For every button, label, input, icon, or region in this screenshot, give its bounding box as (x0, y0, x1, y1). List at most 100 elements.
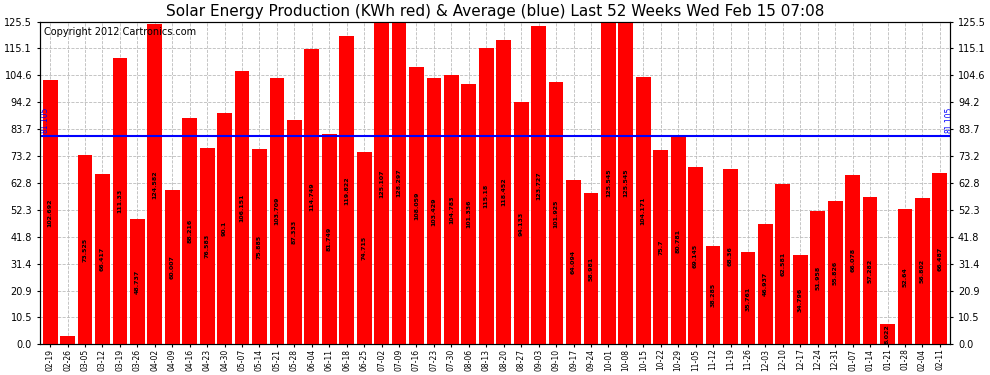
Text: 35.761: 35.761 (745, 286, 750, 310)
Bar (671, 137, 686, 344)
Text: 128.297: 128.297 (397, 169, 402, 197)
Bar (60, 336, 75, 344)
Bar (409, 67, 424, 344)
Text: 8.022: 8.022 (885, 324, 890, 344)
Bar (933, 174, 947, 344)
Text: 60.007: 60.007 (169, 255, 175, 279)
Text: 34.796: 34.796 (798, 288, 803, 312)
Text: 119.822: 119.822 (345, 176, 349, 205)
Bar (775, 183, 790, 344)
Bar (43, 80, 57, 344)
Bar (862, 197, 877, 344)
Bar (758, 224, 773, 344)
Bar (77, 155, 92, 344)
Bar (113, 58, 128, 344)
Bar (619, 22, 634, 344)
Bar (95, 174, 110, 344)
Text: 73.525: 73.525 (82, 238, 87, 262)
Text: 75.885: 75.885 (257, 235, 262, 259)
Title: Solar Energy Production (KWh red) & Average (blue) Last 52 Weeks Wed Feb 15 07:0: Solar Energy Production (KWh red) & Aver… (165, 4, 825, 19)
Bar (811, 211, 825, 344)
Text: 111.33: 111.33 (118, 189, 123, 213)
Text: 124.582: 124.582 (152, 170, 157, 198)
Text: 106.151: 106.151 (240, 194, 245, 222)
Text: 101.925: 101.925 (553, 199, 558, 228)
Bar (200, 147, 215, 344)
Text: 115.18: 115.18 (484, 184, 489, 209)
Bar (444, 75, 458, 344)
Text: 108.059: 108.059 (414, 191, 419, 220)
Text: 64.094: 64.094 (571, 250, 576, 274)
Text: 58.981: 58.981 (588, 256, 593, 281)
Text: 125.107: 125.107 (379, 170, 384, 198)
Bar (793, 255, 808, 344)
Text: 118.452: 118.452 (501, 178, 506, 207)
Text: 104.171: 104.171 (641, 196, 645, 225)
Bar (583, 193, 598, 344)
Text: 87.333: 87.333 (292, 220, 297, 244)
Text: 103.429: 103.429 (432, 197, 437, 226)
Text: 38.285: 38.285 (711, 283, 716, 308)
Text: 102.692: 102.692 (48, 198, 52, 226)
Text: 55.826: 55.826 (833, 261, 838, 285)
Text: 76.583: 76.583 (205, 234, 210, 258)
Text: 46.937: 46.937 (763, 272, 768, 296)
Bar (304, 50, 319, 344)
Bar (427, 78, 442, 344)
Text: 81.749: 81.749 (327, 227, 332, 252)
Bar (461, 84, 476, 344)
Bar (845, 174, 860, 344)
Text: 75.7: 75.7 (658, 239, 663, 255)
Bar (322, 134, 337, 344)
Text: 66.417: 66.417 (100, 247, 105, 271)
Text: 81.105: 81.105 (41, 107, 50, 133)
Bar (828, 201, 842, 344)
Bar (915, 198, 930, 344)
Bar (601, 22, 616, 344)
Bar (723, 169, 738, 344)
Bar (356, 152, 371, 344)
Text: 81.105: 81.105 (944, 107, 953, 133)
Bar (653, 150, 668, 344)
Text: 101.336: 101.336 (466, 200, 471, 228)
Bar (880, 324, 895, 344)
Bar (269, 78, 284, 344)
Bar (130, 219, 145, 344)
Bar (688, 166, 703, 344)
Bar (898, 209, 913, 344)
Text: 90.1: 90.1 (222, 221, 227, 236)
Bar (287, 120, 302, 344)
Text: 56.802: 56.802 (920, 260, 925, 284)
Bar (636, 76, 650, 344)
Text: 66.487: 66.487 (938, 247, 942, 271)
Text: 51.958: 51.958 (815, 266, 821, 290)
Text: 88.216: 88.216 (187, 219, 192, 243)
Bar (392, 22, 407, 344)
Text: 125.545: 125.545 (606, 169, 611, 197)
Bar (566, 180, 581, 344)
Bar (548, 82, 563, 344)
Bar (374, 23, 389, 344)
Text: 48.737: 48.737 (135, 270, 140, 294)
Text: 52.64: 52.64 (903, 267, 908, 286)
Bar (514, 102, 529, 344)
Text: 125.545: 125.545 (624, 169, 629, 197)
Text: 69.145: 69.145 (693, 243, 698, 268)
Bar (741, 252, 755, 344)
Bar (217, 113, 232, 344)
Text: 80.781: 80.781 (675, 228, 681, 253)
Bar (706, 246, 721, 344)
Text: 94.133: 94.133 (519, 211, 524, 236)
Text: 123.727: 123.727 (537, 171, 542, 200)
Text: Copyright 2012 Cartronics.com: Copyright 2012 Cartronics.com (45, 27, 196, 37)
Text: 103.709: 103.709 (274, 197, 279, 225)
Bar (532, 26, 546, 344)
Bar (182, 118, 197, 344)
Text: 57.282: 57.282 (867, 259, 872, 283)
Bar (479, 48, 494, 344)
Text: 104.783: 104.783 (448, 195, 453, 224)
Bar (235, 72, 249, 344)
Bar (252, 149, 267, 344)
Text: 68.36: 68.36 (728, 247, 733, 267)
Text: 114.749: 114.749 (309, 183, 315, 211)
